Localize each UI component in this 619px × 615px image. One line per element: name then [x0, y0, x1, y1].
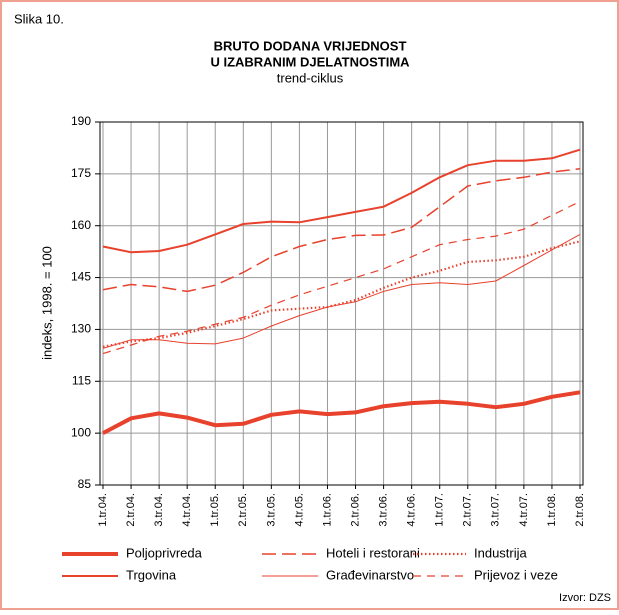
plot-area: [100, 122, 583, 485]
x-tick-label: 2.tr.07.: [462, 493, 474, 527]
source: Izvor: DZS: [559, 592, 611, 604]
chart-subtitle: trend-ciklus: [277, 70, 344, 85]
y-axis-label: indeks, 1998. = 100: [39, 246, 54, 360]
x-tick-label: 2.tr.08.: [574, 493, 586, 527]
x-tick-label: 2.tr.04.: [125, 493, 137, 527]
chart-title: U IZABRANIM DJELATNOSTIMA: [210, 54, 410, 69]
x-tick-label: 4.tr.04.: [181, 493, 193, 527]
x-tick-label: 2.tr.05.: [237, 493, 249, 527]
y-tick-label: 130: [71, 322, 91, 336]
legend-label: Hoteli i restorani: [326, 545, 420, 560]
y-tick-label: 190: [71, 114, 91, 128]
y-tick-label: 115: [72, 373, 91, 387]
x-tick-label: 1.tr.04.: [97, 493, 109, 527]
series-line: [102, 167, 581, 293]
x-tick-label: 3.tr.06.: [377, 493, 389, 527]
y-tick-label: 160: [71, 218, 91, 232]
x-tick-label: 4.tr.05.: [293, 493, 305, 527]
series-line: [102, 390, 581, 435]
y-tick-label: 100: [71, 425, 91, 439]
x-tick-label: 3.tr.07.: [490, 493, 502, 527]
y-tick-label: 85: [78, 477, 92, 491]
series-line: [102, 240, 581, 348]
legend-label: Poljoprivreda: [126, 545, 203, 560]
x-tick-label: 1.tr.05.: [209, 493, 221, 527]
plot-border: [99, 121, 584, 486]
series-line: [102, 233, 581, 349]
x-tick-label: 1.tr.06.: [321, 493, 333, 527]
x-tick-label: 4.tr.06.: [406, 493, 418, 527]
series-line: [102, 148, 581, 254]
legend-label: Prijevoz i veze: [474, 567, 558, 582]
x-tick-label: 2.tr.06.: [349, 493, 361, 527]
x-tick-label: 1.tr.08.: [546, 493, 558, 527]
y-tick-label: 175: [71, 166, 91, 180]
x-tick-label: 3.tr.04.: [153, 493, 165, 527]
figure-label: Slika 10.: [14, 11, 64, 26]
x-tick-label: 1.tr.07.: [434, 493, 446, 527]
x-tick-label: 4.tr.07.: [518, 493, 530, 527]
x-tick-label: 3.tr.05.: [265, 493, 277, 527]
legend-label: Industrija: [474, 545, 528, 560]
legend-label: Trgovina: [126, 567, 177, 582]
legend-label: Građevinarstvo: [326, 567, 414, 582]
y-tick-label: 145: [71, 270, 91, 284]
chart-title: BRUTO DODANA VRIJEDNOST: [214, 38, 407, 53]
